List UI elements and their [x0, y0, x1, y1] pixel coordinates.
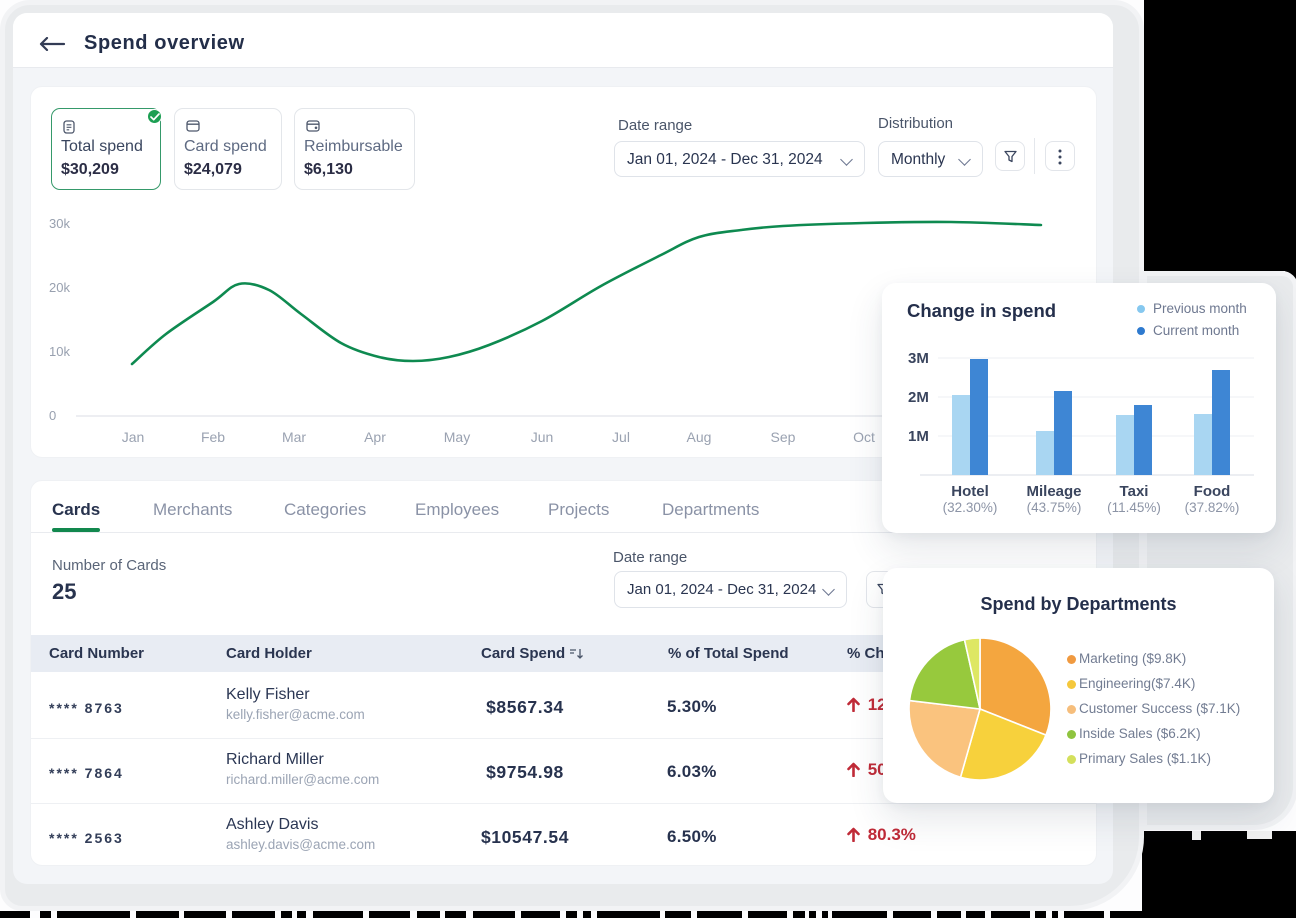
svg-text:1M: 1M: [908, 428, 929, 445]
svg-text:10k: 10k: [49, 344, 70, 359]
svg-text:Feb: Feb: [201, 429, 225, 445]
svg-text:0: 0: [49, 408, 56, 423]
svg-text:Mileage: Mileage: [1026, 483, 1081, 500]
svg-text:(32.30%): (32.30%): [943, 500, 998, 515]
svg-text:2M: 2M: [908, 389, 929, 406]
svg-text:(11.45%): (11.45%): [1107, 500, 1161, 515]
svg-text:Oct: Oct: [853, 429, 875, 445]
svg-text:May: May: [444, 429, 470, 445]
svg-text:Apr: Apr: [364, 429, 386, 445]
svg-text:Jun: Jun: [531, 429, 554, 445]
svg-text:Jul: Jul: [612, 429, 630, 445]
svg-text:(37.82%): (37.82%): [1185, 500, 1240, 515]
svg-text:Taxi: Taxi: [1120, 483, 1149, 500]
svg-text:30k: 30k: [49, 216, 70, 231]
svg-text:Food: Food: [1194, 483, 1231, 500]
svg-text:20k: 20k: [49, 280, 70, 295]
svg-text:(43.75%): (43.75%): [1027, 500, 1082, 515]
svg-text:Hotel: Hotel: [951, 483, 989, 500]
svg-text:Mar: Mar: [282, 429, 306, 445]
svg-text:Sep: Sep: [771, 429, 796, 445]
svg-text:Aug: Aug: [687, 429, 712, 445]
svg-text:Jan: Jan: [122, 429, 145, 445]
svg-text:3M: 3M: [908, 350, 929, 367]
